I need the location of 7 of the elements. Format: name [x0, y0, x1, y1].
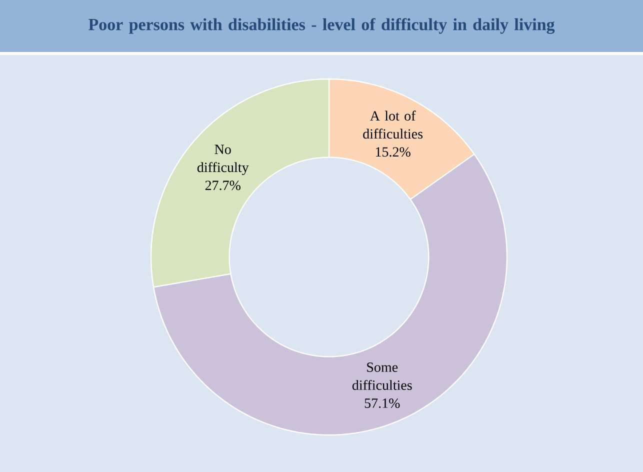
data-label: 27.7% [205, 180, 240, 190]
data-label: 15.2% [376, 147, 410, 157]
slice-label: No difficulty [197, 144, 249, 175]
chart-title: Poor persons with disabilities - level of difficulty in daily living [88, 18, 555, 34]
data-label: 57.1% [364, 398, 400, 408]
slice-label: Some difficulties [352, 362, 412, 390]
slice-label: A lot of difficulties [363, 110, 423, 139]
